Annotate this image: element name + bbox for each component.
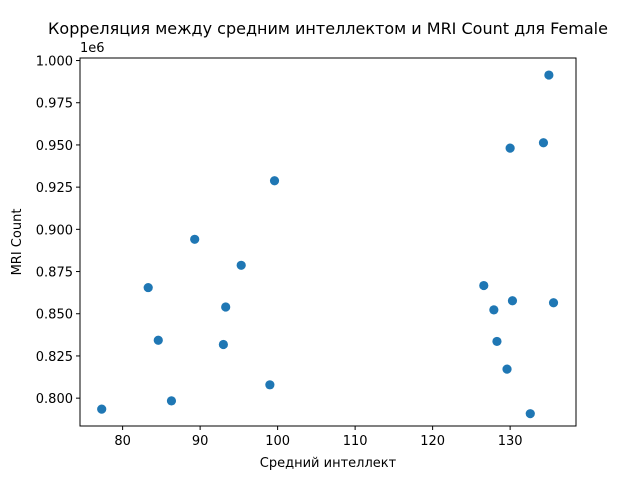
chart-title: Корреляция между средним интеллектом и M… [48, 19, 608, 38]
y-tick-label: 0.900 [36, 223, 73, 238]
y-axis-label: MRI Count [10, 209, 25, 276]
scatter-point [544, 70, 554, 80]
scatter-point [97, 404, 107, 414]
scatter-point [190, 234, 200, 244]
x-tick-label: 100 [265, 434, 290, 449]
scatter-point [505, 143, 515, 153]
x-tick-label: 80 [114, 434, 131, 449]
y-tick-label: 0.875 [36, 266, 73, 281]
x-tick-label: 130 [498, 434, 523, 449]
y-tick-label: 1.000 [36, 55, 73, 70]
scatter-point [221, 302, 231, 312]
x-tick-label: 90 [192, 434, 209, 449]
scatter-point [507, 296, 518, 306]
x-tick-label: 120 [420, 434, 445, 449]
scatter-point [492, 336, 502, 347]
y-tick-label: 0.950 [36, 139, 73, 154]
scatter-point [269, 176, 280, 186]
scatter-point [143, 282, 153, 293]
scatter-point [166, 396, 177, 406]
y-tick-label: 0.975 [36, 97, 73, 112]
scatter-point [489, 305, 499, 315]
scatter-point [548, 298, 559, 308]
scatter-point [265, 380, 275, 390]
scatter-point [218, 339, 228, 350]
scatter-point [538, 138, 549, 148]
x-axis-label: Средний интеллект [260, 456, 397, 471]
y-tick-label: 0.850 [36, 308, 73, 323]
y-tick-label: 0.800 [36, 392, 73, 407]
scatter-point [502, 364, 512, 374]
y-tick-label: 0.825 [36, 350, 73, 365]
scatter-point [479, 280, 489, 291]
plot-area: 80 90 100 110 120 130 0.800 0.825 0.850 0.875 0.90… [36, 55, 559, 449]
axes-frame [79, 57, 577, 427]
y-tick-label: 0.925 [36, 181, 73, 196]
x-tick-label: 110 [343, 434, 368, 449]
scatter-point [236, 260, 246, 270]
scatter-point [153, 335, 163, 345]
scatter-point [525, 409, 535, 419]
y-offset-label: 1e6 [80, 41, 105, 56]
